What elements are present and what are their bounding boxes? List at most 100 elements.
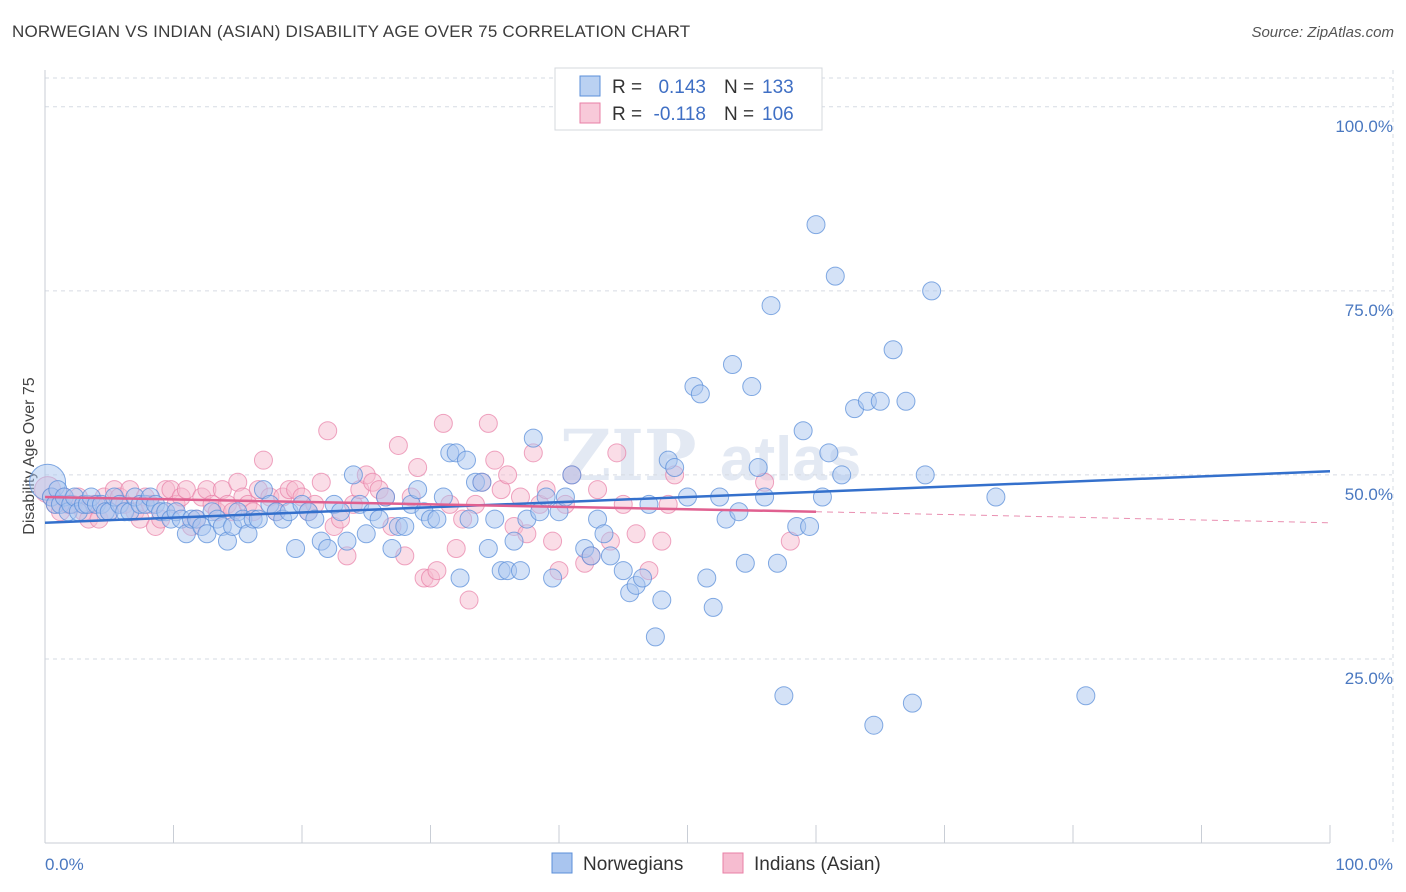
- indians-asian-point: [652, 531, 672, 551]
- indians-asian-swatch: [579, 102, 601, 124]
- norwegians-point: [594, 524, 614, 544]
- y-axis-label: Disability Age Over 75: [21, 377, 38, 535]
- norwegians-point: [774, 686, 794, 706]
- norwegians-point: [761, 296, 781, 316]
- indians-asian-point: [388, 435, 408, 455]
- norwegians-point: [697, 568, 717, 588]
- norwegians-point: [755, 487, 775, 507]
- norwegians-point: [523, 428, 543, 448]
- indians-asian-point: [253, 450, 273, 470]
- norwegians-point: [456, 450, 476, 470]
- indians-asian-point: [427, 561, 447, 581]
- norwegians-point: [915, 465, 935, 485]
- norwegians-point: [722, 354, 742, 374]
- norwegians-point: [864, 715, 884, 735]
- norwegians-point: [633, 568, 653, 588]
- norwegians-point: [376, 487, 396, 507]
- legend-n-value-1: 106: [762, 104, 794, 125]
- norwegians-point: [1076, 686, 1096, 706]
- norwegians-point: [832, 465, 852, 485]
- legend-n-label-0: N =: [724, 77, 754, 98]
- axes: 25.0% 50.0% 75.0% 100.0% 0.0% 100.0% Disabilit…: [21, 70, 1393, 874]
- series-legend: Norwegians Indians (Asian): [551, 852, 881, 875]
- norwegians-point: [305, 509, 325, 529]
- legend-r-value-0: 0.143: [658, 77, 706, 98]
- norwegians-point: [382, 539, 402, 559]
- indians-asian-point: [446, 539, 466, 559]
- norwegians-point: [870, 391, 890, 411]
- norwegians-point: [450, 568, 470, 588]
- norwegians-point: [645, 627, 665, 647]
- indians-asian-point: [318, 421, 338, 441]
- norwegians-point: [504, 531, 524, 551]
- norwegians-point: [825, 266, 845, 286]
- norwegians-point: [197, 524, 217, 544]
- norwegians-point: [543, 568, 563, 588]
- norwegians-point: [343, 465, 363, 485]
- norwegians-point: [485, 509, 505, 529]
- indians-asian-point: [311, 472, 331, 492]
- x-tick-label-0: 0.0%: [45, 855, 84, 874]
- y-tick-label-1: 50.0%: [1345, 485, 1393, 504]
- bottom-legend-indians-swatch: [722, 852, 744, 874]
- indians-asian-point: [613, 494, 633, 514]
- norwegians-point: [922, 281, 942, 301]
- bottom-legend-norwegians-swatch: [551, 852, 573, 874]
- indians-asian-point: [485, 450, 505, 470]
- y-tick-label-0: 25.0%: [1345, 669, 1393, 688]
- norwegians-point: [729, 502, 749, 522]
- norwegians-point: [986, 487, 1006, 507]
- y-tick-label-3: 100.0%: [1335, 117, 1393, 136]
- norwegians-point: [896, 391, 916, 411]
- indians-asian-point: [607, 443, 627, 463]
- norwegians-point: [472, 472, 492, 492]
- stats-legend: R = 0.143 N = 133 R = -0.118 N = 106: [554, 67, 823, 131]
- bottom-legend-indians-label: Indians (Asian): [754, 854, 881, 875]
- indians-asian-point: [498, 465, 518, 485]
- norwegians-point: [742, 377, 762, 397]
- indians-asian-point: [588, 480, 608, 500]
- legend-r-label-1: R =: [612, 104, 642, 125]
- norwegians-point: [286, 539, 306, 559]
- norwegians-point: [793, 421, 813, 441]
- norwegians-point: [318, 539, 338, 559]
- indians-asian-trend-extension: [815, 511, 1331, 524]
- legend-n-label-1: N =: [724, 104, 754, 125]
- norwegians-point: [478, 539, 498, 559]
- norwegians-point: [902, 693, 922, 713]
- y-tick-label-2: 75.0%: [1345, 301, 1393, 320]
- norwegians-point: [690, 384, 710, 404]
- legend-r-label-0: R =: [612, 77, 642, 98]
- indians-asian-point: [408, 458, 428, 478]
- norwegians-point: [369, 509, 389, 529]
- norwegians-point: [748, 458, 768, 478]
- norwegians-point: [408, 480, 428, 500]
- indians-asian-point: [459, 590, 479, 610]
- norwegians-point: [652, 590, 672, 610]
- chart-source: Source: ZipAtlas.com: [1251, 24, 1394, 41]
- norwegians-points: [29, 215, 1096, 735]
- indians-asian-point: [433, 413, 453, 433]
- indians-asian-point: [543, 531, 563, 551]
- indians-asian-point: [478, 413, 498, 433]
- norwegians-point: [613, 561, 633, 581]
- norwegians-point: [337, 531, 357, 551]
- x-tick-label-1: 100.0%: [1335, 855, 1393, 874]
- norwegians-point: [767, 553, 787, 573]
- norwegians-trend-line: [44, 469, 1331, 525]
- norwegians-point: [581, 546, 601, 566]
- norwegians-point: [427, 509, 447, 529]
- legend-r-value-1: -0.118: [654, 104, 706, 125]
- indians-asian-trend-line: [44, 495, 817, 513]
- norwegians-point: [459, 509, 479, 529]
- norwegians-point: [665, 458, 685, 478]
- norwegians-point: [510, 561, 530, 581]
- legend-n-value-0: 133: [762, 77, 794, 98]
- norwegians-swatch: [579, 75, 601, 97]
- norwegians-point: [806, 215, 826, 235]
- norwegians-point: [819, 443, 839, 463]
- norwegians-point: [562, 465, 582, 485]
- norwegians-point: [600, 546, 620, 566]
- trend-lines: [44, 469, 1331, 525]
